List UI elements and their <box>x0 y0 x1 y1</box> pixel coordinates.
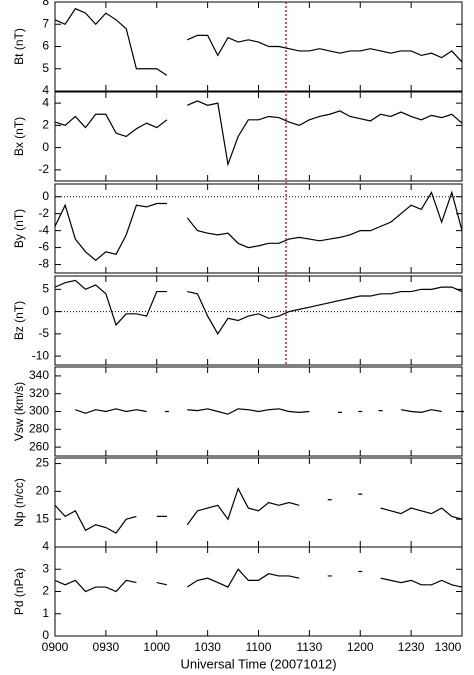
y-tick-label: 5 <box>42 61 49 75</box>
y-tick-label: -6 <box>38 240 49 254</box>
y-axis-label: Np (n/cc) <box>12 478 26 527</box>
y-tick-label: 320 <box>29 386 49 400</box>
y-tick-label: 7 <box>42 16 49 30</box>
x-tick-label: 1130 <box>296 640 322 654</box>
panel-frame <box>54 183 463 274</box>
y-tick-label: 0 <box>42 304 49 318</box>
y-tick-label: 4 <box>42 95 49 109</box>
y-tick-label: -2 <box>38 162 49 176</box>
x-tick-label: 1300 <box>435 640 462 654</box>
y-tick-label: 6 <box>42 39 49 53</box>
y-tick-label: 260 <box>29 439 49 453</box>
y-tick-label: 1 <box>42 606 49 620</box>
data-line <box>54 190 463 262</box>
y-tick-label: 3 <box>42 561 49 575</box>
y-tick-label: 15 <box>36 511 50 525</box>
x-tick-label: 1230 <box>398 640 425 654</box>
y-tick-label: 25 <box>36 456 50 470</box>
y-tick-label: 8 <box>42 0 49 8</box>
y-tick-label: 2 <box>42 584 49 598</box>
x-axis-label: Universal Time (20071012) <box>180 656 336 671</box>
y-axis-label: Bt (nT) <box>12 28 26 65</box>
y-tick-label: 20 <box>36 484 50 498</box>
y-tick-label: -4 <box>38 223 49 237</box>
panel-frame <box>54 275 463 366</box>
y-tick-label: 0 <box>42 628 49 642</box>
y-tick-label: 0 <box>42 189 49 203</box>
data-line <box>54 487 463 534</box>
x-tick-label: 1030 <box>194 640 221 654</box>
y-tick-label: 2 <box>42 118 49 132</box>
y-tick-label: -10 <box>32 348 50 362</box>
y-tick-label: -8 <box>38 257 49 271</box>
y-axis-label: By (nT) <box>12 209 26 248</box>
y-tick-label: 4 <box>42 539 49 553</box>
y-tick-label: 300 <box>29 404 49 418</box>
y-tick-label: -2 <box>38 206 49 220</box>
y-tick-label: 340 <box>29 368 49 382</box>
data-line <box>54 568 463 593</box>
x-tick-label: 1200 <box>347 640 374 654</box>
panel-frame <box>54 1 463 92</box>
x-tick-label: 1100 <box>246 640 272 654</box>
y-tick-label: 5 <box>42 282 49 296</box>
data-line <box>54 279 463 335</box>
x-tick-label: 0900 <box>42 640 69 654</box>
y-tick-label: 4 <box>42 83 49 97</box>
y-tick-label: -5 <box>38 326 49 340</box>
y-tick-label: 0 <box>42 140 49 154</box>
y-axis-label: Bx (nT) <box>12 117 26 156</box>
y-axis-label: Bz (nT) <box>12 301 26 340</box>
panel-frame <box>54 91 463 182</box>
y-axis-label: Pd (nPa) <box>12 568 26 615</box>
data-line <box>75 408 464 415</box>
data-line <box>54 100 463 167</box>
y-tick-label: 280 <box>29 421 49 435</box>
data-line <box>54 7 463 76</box>
x-tick-label: 1000 <box>143 640 170 654</box>
y-axis-label: Vsw (km/s) <box>12 382 26 441</box>
x-tick-label: 0930 <box>93 640 120 654</box>
